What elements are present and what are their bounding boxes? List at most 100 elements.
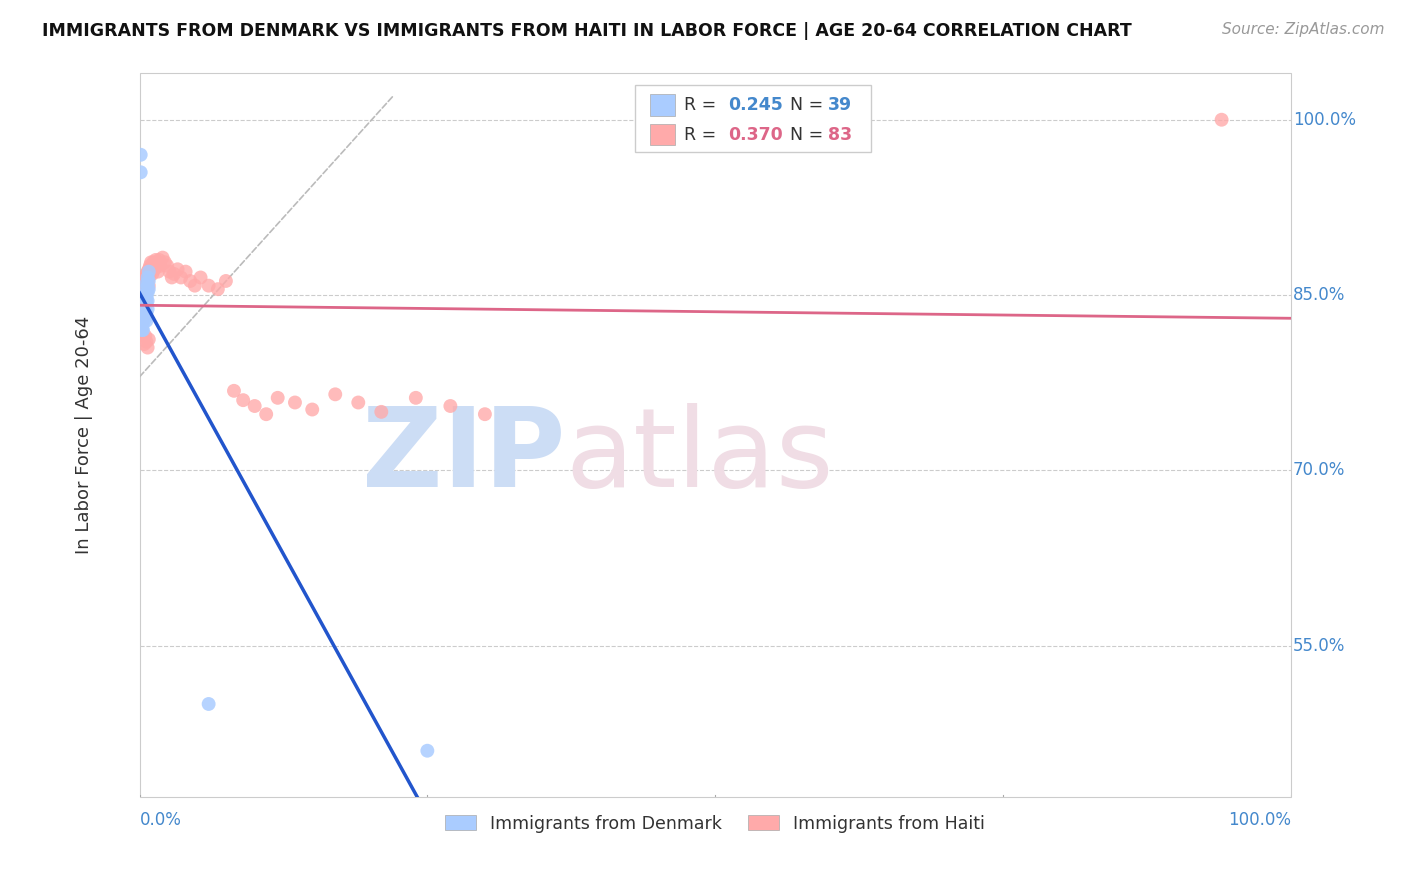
Text: 0.0%: 0.0% <box>139 811 181 829</box>
Point <box>136 274 159 288</box>
Point <box>170 270 193 285</box>
Point <box>135 267 157 281</box>
Text: atlas: atlas <box>565 403 834 510</box>
Point <box>143 262 166 277</box>
Point <box>141 267 163 281</box>
Point <box>146 259 169 273</box>
Point <box>163 267 186 281</box>
Point <box>197 278 219 293</box>
Point <box>135 282 157 296</box>
Point <box>134 274 156 288</box>
Point <box>132 293 155 308</box>
Point <box>149 259 172 273</box>
Point <box>132 300 155 314</box>
Point <box>1211 112 1233 127</box>
Point <box>439 399 461 413</box>
Text: R =: R = <box>685 126 721 144</box>
Point <box>347 395 370 409</box>
Point <box>207 282 229 296</box>
Point <box>135 296 157 310</box>
Point <box>254 407 277 421</box>
Point <box>148 252 170 267</box>
Point <box>132 277 155 291</box>
Text: ZIP: ZIP <box>363 403 565 510</box>
Point <box>134 311 156 326</box>
Point <box>132 301 155 316</box>
Point <box>134 288 156 302</box>
Text: N =: N = <box>790 126 828 144</box>
Text: N =: N = <box>790 95 828 114</box>
Text: 83: 83 <box>828 126 852 144</box>
Point <box>131 309 153 323</box>
Point <box>135 290 157 304</box>
Point <box>129 165 152 179</box>
Point <box>136 341 159 355</box>
Point <box>136 282 159 296</box>
Point <box>152 251 174 265</box>
Point <box>129 305 152 319</box>
Text: R =: R = <box>685 95 721 114</box>
Point <box>135 293 157 308</box>
Point <box>136 293 159 308</box>
Point <box>132 317 155 331</box>
Point <box>174 265 197 279</box>
Point <box>132 311 155 326</box>
Point <box>132 329 155 343</box>
Point <box>156 259 179 273</box>
Point <box>129 288 152 302</box>
Point <box>134 311 156 326</box>
Point <box>134 293 156 308</box>
Text: 100.0%: 100.0% <box>1227 811 1291 829</box>
Text: Source: ZipAtlas.com: Source: ZipAtlas.com <box>1222 22 1385 37</box>
Point <box>179 274 201 288</box>
Point <box>131 317 153 331</box>
Point <box>131 317 153 331</box>
Point <box>138 282 160 296</box>
Point <box>153 255 176 269</box>
Point <box>139 267 162 281</box>
Text: IMMIGRANTS FROM DENMARK VS IMMIGRANTS FROM HAITI IN LABOR FORCE | AGE 20-64 CORR: IMMIGRANTS FROM DENMARK VS IMMIGRANTS FR… <box>42 22 1132 40</box>
Point <box>138 265 160 279</box>
FancyBboxPatch shape <box>650 94 675 116</box>
Point <box>166 262 188 277</box>
Point <box>136 285 159 300</box>
FancyBboxPatch shape <box>634 86 870 152</box>
Point <box>160 270 183 285</box>
Point <box>267 391 290 405</box>
Point <box>138 332 160 346</box>
Point <box>323 387 346 401</box>
Legend: Immigrants from Denmark, Immigrants from Haiti: Immigrants from Denmark, Immigrants from… <box>439 807 993 839</box>
Point <box>135 277 157 291</box>
Point <box>190 270 212 285</box>
Point <box>139 259 162 273</box>
Point <box>138 262 160 277</box>
Point <box>132 311 155 326</box>
Point <box>135 285 157 299</box>
Point <box>132 293 155 308</box>
Point <box>197 697 219 711</box>
Point <box>136 265 159 279</box>
Point <box>145 252 167 267</box>
Point <box>134 288 156 302</box>
Point <box>131 305 153 319</box>
Text: 0.370: 0.370 <box>728 126 783 144</box>
Text: In Labor Force | Age 20-64: In Labor Force | Age 20-64 <box>76 316 93 554</box>
Point <box>138 270 160 285</box>
Point <box>136 278 159 293</box>
Point <box>159 265 181 279</box>
Point <box>132 305 155 319</box>
Point <box>139 255 162 269</box>
Point <box>136 270 159 285</box>
Point <box>134 297 156 311</box>
Point <box>134 288 156 302</box>
Point <box>301 402 323 417</box>
Point <box>134 305 156 319</box>
Point <box>134 278 156 293</box>
Text: 39: 39 <box>828 95 852 114</box>
Point <box>132 323 155 337</box>
Point <box>243 399 266 413</box>
Point <box>134 305 156 319</box>
Point <box>135 277 157 291</box>
Point <box>416 744 439 758</box>
Point <box>131 300 153 314</box>
